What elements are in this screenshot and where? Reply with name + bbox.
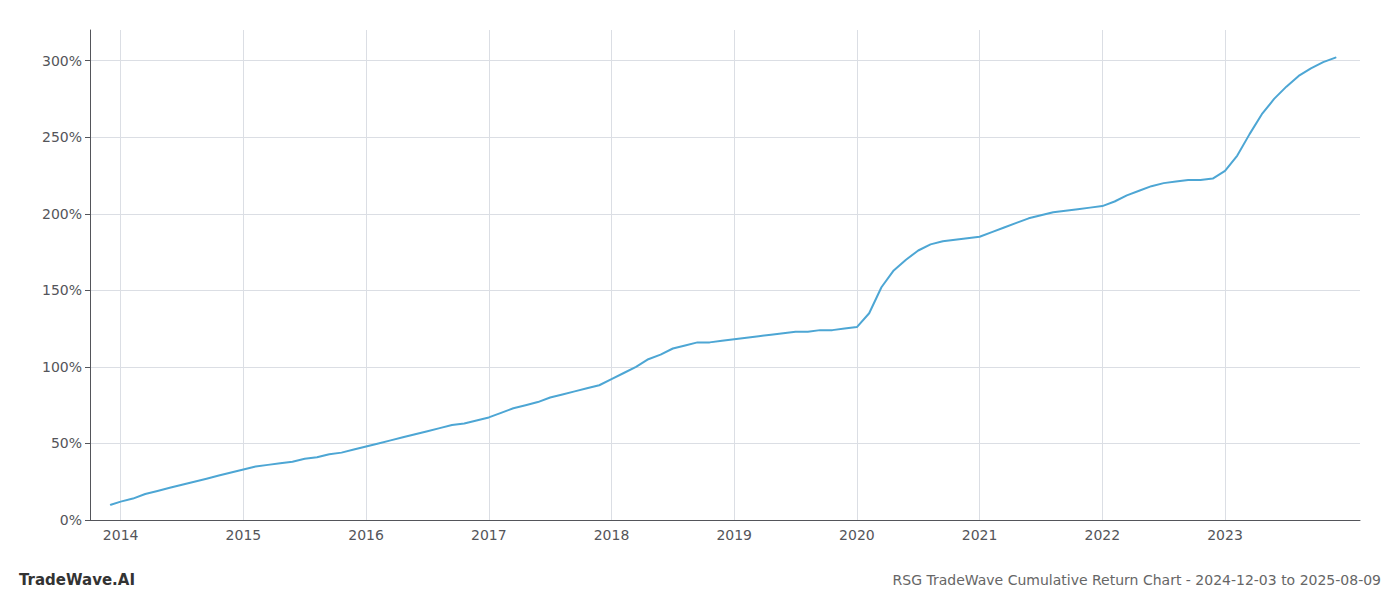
svg-text:2017: 2017 xyxy=(471,527,507,543)
svg-text:2014: 2014 xyxy=(103,527,139,543)
svg-text:100%: 100% xyxy=(42,359,82,375)
svg-text:2023: 2023 xyxy=(1207,527,1243,543)
svg-text:TradeWave.AI: TradeWave.AI xyxy=(19,571,135,589)
svg-text:50%: 50% xyxy=(51,435,82,451)
svg-text:150%: 150% xyxy=(42,282,82,298)
svg-text:2018: 2018 xyxy=(594,527,630,543)
svg-text:2021: 2021 xyxy=(962,527,998,543)
svg-text:300%: 300% xyxy=(42,53,82,69)
svg-text:RSG TradeWave Cumulative Retur: RSG TradeWave Cumulative Return Chart - … xyxy=(893,572,1381,588)
svg-text:2016: 2016 xyxy=(348,527,384,543)
svg-text:2020: 2020 xyxy=(839,527,875,543)
svg-text:2022: 2022 xyxy=(1084,527,1120,543)
svg-text:2019: 2019 xyxy=(716,527,752,543)
svg-text:250%: 250% xyxy=(42,129,82,145)
svg-text:0%: 0% xyxy=(60,512,82,528)
svg-text:200%: 200% xyxy=(42,206,82,222)
svg-text:2015: 2015 xyxy=(226,527,262,543)
